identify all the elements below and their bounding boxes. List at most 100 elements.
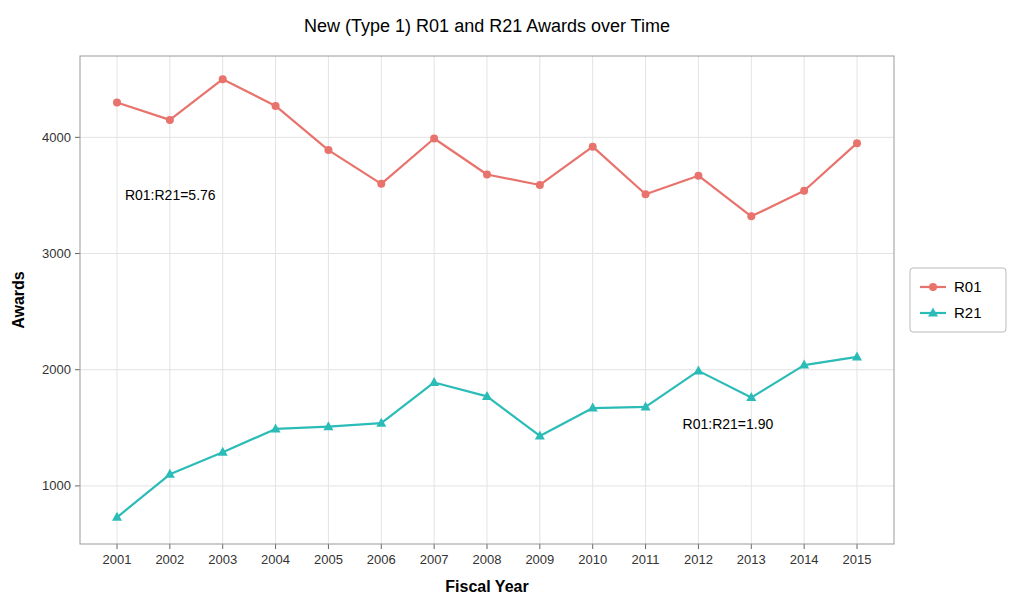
series-marker	[694, 172, 702, 180]
chart-title: New (Type 1) R01 and R21 Awards over Tim…	[304, 16, 670, 36]
x-tick	[698, 544, 699, 549]
legend-label: R01	[954, 278, 982, 295]
series-marker	[693, 365, 703, 374]
x-tick-label: 2014	[790, 552, 819, 567]
x-tick	[751, 544, 752, 549]
series-marker	[800, 187, 808, 195]
axes: 2001 2002 2003 2004 2005 2006 2007 2008 2009 2010…	[42, 130, 871, 567]
series-line	[117, 79, 857, 216]
x-grid-line	[434, 56, 435, 544]
x-tick	[275, 544, 276, 549]
y-tick-label: 2000	[42, 362, 71, 377]
y-grid-line	[80, 485, 894, 486]
series-marker	[536, 181, 544, 189]
series-line	[117, 357, 857, 517]
chart-svg: 2001 2002 2003 2004 2005 2006 2007 2008 2009 2010…	[0, 0, 1024, 614]
y-tick-label: 1000	[42, 478, 71, 493]
series-marker	[746, 392, 756, 401]
legend-marker	[928, 308, 938, 317]
x-tick-label: 2015	[843, 552, 872, 567]
series-marker	[324, 146, 332, 154]
y-axis-label: Awards	[10, 271, 27, 329]
series-marker	[113, 98, 121, 106]
y-grid-line	[80, 369, 894, 370]
x-tick-label: 2007	[420, 552, 449, 567]
x-tick	[645, 544, 646, 549]
annotation: R01:R21=5.76	[125, 187, 216, 203]
x-tick-label: 2003	[208, 552, 237, 567]
series-marker	[429, 377, 439, 386]
x-grid-line	[645, 56, 646, 544]
x-tick-label: 2004	[261, 552, 290, 567]
annotation: R01:R21=1.90	[683, 416, 774, 432]
legend: R01 R21	[910, 268, 1006, 332]
series-marker	[483, 171, 491, 179]
x-tick	[487, 544, 488, 549]
series-marker	[112, 512, 122, 521]
legend-marker	[929, 283, 937, 291]
grid	[80, 56, 894, 544]
series-marker	[323, 421, 333, 430]
legend-box	[910, 268, 1006, 332]
x-grid-line	[592, 56, 593, 544]
x-tick-label: 2002	[155, 552, 184, 567]
x-tick	[857, 544, 858, 549]
series-marker	[589, 143, 597, 151]
x-tick-label: 2009	[525, 552, 554, 567]
series-marker	[218, 447, 228, 456]
chart-container: 2001 2002 2003 2004 2005 2006 2007 2008 2009 2010…	[0, 0, 1024, 614]
x-grid-line	[804, 56, 805, 544]
x-tick	[328, 544, 329, 549]
x-tick-label: 2013	[737, 552, 766, 567]
x-axis-label: Fiscal Year	[445, 578, 528, 595]
series-marker	[799, 360, 809, 369]
series-marker	[272, 102, 280, 110]
x-grid-line	[275, 56, 276, 544]
y-tick	[75, 369, 80, 370]
y-tick-label: 4000	[42, 130, 71, 145]
y-tick	[75, 137, 80, 138]
x-tick	[592, 544, 593, 549]
y-tick-label: 3000	[42, 246, 71, 261]
x-tick-label: 2001	[103, 552, 132, 567]
series-marker	[747, 212, 755, 220]
y-grid-line	[80, 137, 894, 138]
x-tick-label: 2010	[578, 552, 607, 567]
series-marker	[165, 469, 175, 478]
series-1	[112, 351, 862, 520]
x-grid-line	[751, 56, 752, 544]
series-marker	[641, 401, 651, 410]
x-grid-line	[487, 56, 488, 544]
series-marker	[853, 139, 861, 147]
series-marker	[430, 134, 438, 142]
x-grid-line	[698, 56, 699, 544]
x-tick	[539, 544, 540, 549]
series-marker	[588, 403, 598, 412]
x-tick-label: 2006	[367, 552, 396, 567]
x-tick-label: 2008	[473, 552, 502, 567]
y-tick	[75, 253, 80, 254]
x-grid-line	[539, 56, 540, 544]
x-grid-line	[117, 56, 118, 544]
x-tick-label: 2012	[684, 552, 713, 567]
legend-label: R21	[954, 304, 982, 321]
series-marker	[219, 75, 227, 83]
data-area	[112, 75, 862, 521]
x-tick	[804, 544, 805, 549]
series-marker	[377, 180, 385, 188]
x-grid-line	[381, 56, 382, 544]
x-grid-line	[328, 56, 329, 544]
series-marker	[376, 418, 386, 427]
x-tick	[222, 544, 223, 549]
series-marker	[271, 423, 281, 432]
plot-frame	[80, 56, 894, 544]
x-grid-line	[857, 56, 858, 544]
series-marker	[482, 391, 492, 400]
series-0	[113, 75, 861, 220]
y-grid-line	[80, 253, 894, 254]
x-tick-label: 2005	[314, 552, 343, 567]
series-marker	[852, 351, 862, 360]
plot-background	[80, 56, 894, 544]
y-tick	[75, 485, 80, 486]
series-marker	[642, 190, 650, 198]
